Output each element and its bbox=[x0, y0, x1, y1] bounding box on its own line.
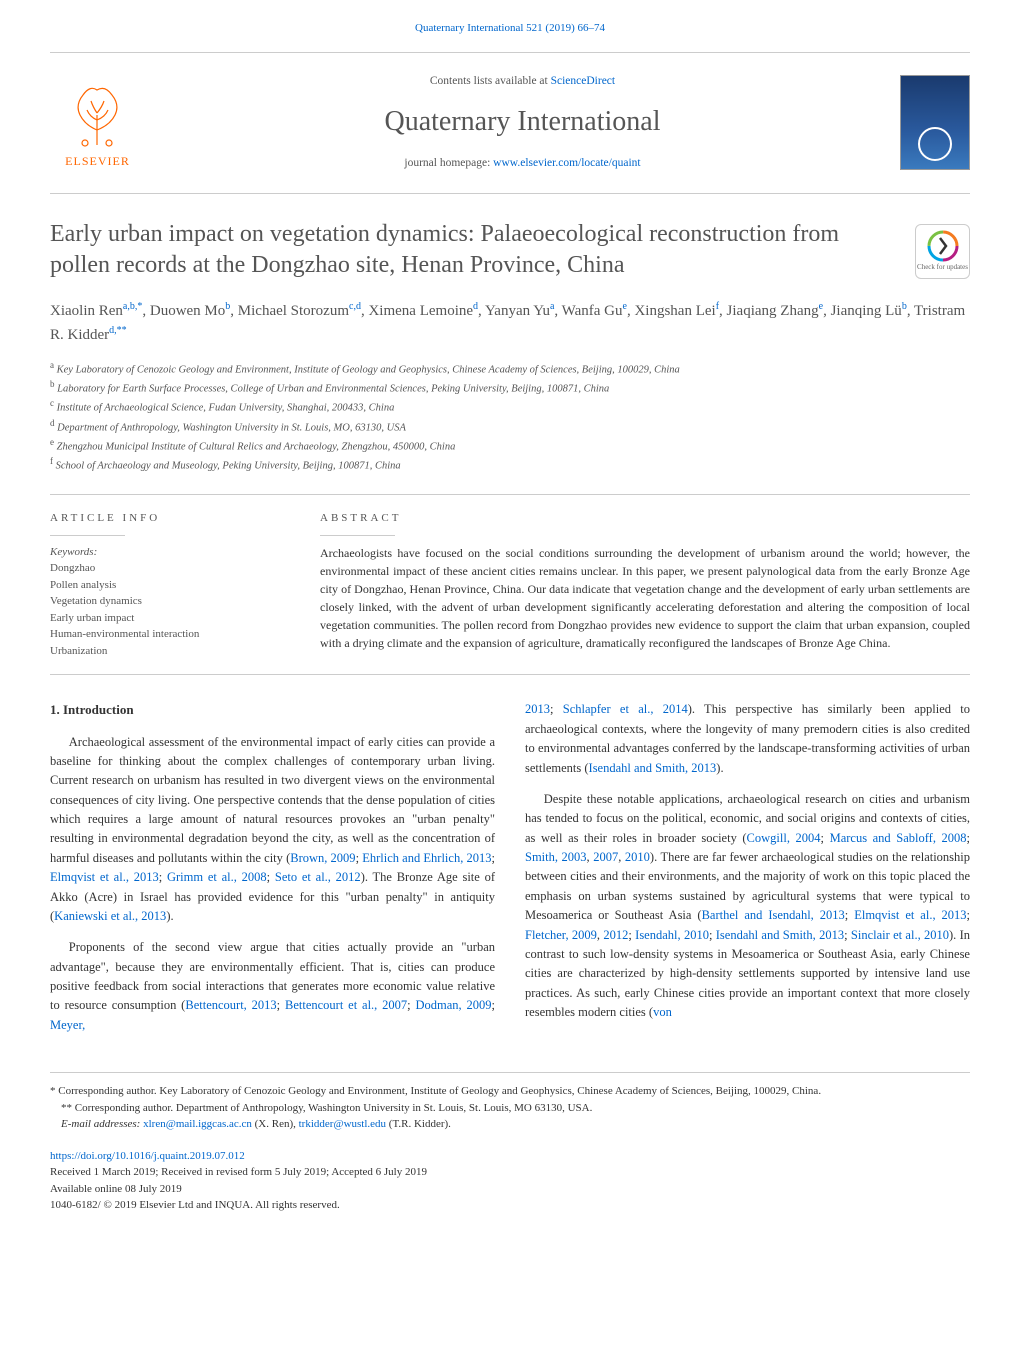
received-dates: Received 1 March 2019; Received in revis… bbox=[50, 1166, 427, 1178]
footer-info: https://doi.org/10.1016/j.quaint.2019.07… bbox=[50, 1148, 970, 1214]
top-citation: Quaternary International 521 (2019) 66–7… bbox=[50, 20, 970, 37]
right-column: 2013; Schlapfer et al., 2014). This pers… bbox=[525, 700, 970, 1047]
affiliations-list: a Key Laboratory of Cenozoic Geology and… bbox=[50, 359, 970, 475]
divider bbox=[320, 535, 395, 536]
article-info-label: ARTICLE INFO bbox=[50, 510, 290, 527]
title-block: Early urban impact on vegetation dynamic… bbox=[50, 219, 970, 475]
authors-list: Xiaolin Rena,b,*, Duowen Mob, Michael St… bbox=[50, 299, 970, 347]
divider bbox=[50, 535, 125, 536]
abstract-column: ABSTRACT Archaeologists have focused on … bbox=[320, 510, 970, 659]
homepage-link[interactable]: www.elsevier.com/locate/quaint bbox=[493, 157, 640, 169]
abstract-label: ABSTRACT bbox=[320, 510, 970, 527]
homepage-line: journal homepage: www.elsevier.com/locat… bbox=[145, 155, 900, 172]
left-column: 1. Introduction Archaeological assessmen… bbox=[50, 700, 495, 1047]
email-link-1[interactable]: xlren@mail.iggcas.ac.cn bbox=[143, 1118, 252, 1130]
contents-line: Contents lists available at ScienceDirec… bbox=[145, 73, 900, 90]
check-updates-badge[interactable]: Check for updates bbox=[915, 224, 970, 279]
corresponding-2: ** Corresponding author. Department of A… bbox=[50, 1100, 970, 1117]
sciencedirect-link[interactable]: ScienceDirect bbox=[551, 75, 616, 87]
copyright-line: 1040-6182/ © 2019 Elsevier Ltd and INQUA… bbox=[50, 1199, 340, 1211]
keywords-label: Keywords: bbox=[50, 544, 290, 561]
article-info-column: ARTICLE INFO Keywords: DongzhaoPollen an… bbox=[50, 510, 290, 659]
doi-link[interactable]: https://doi.org/10.1016/j.quaint.2019.07… bbox=[50, 1150, 245, 1162]
journal-title: Quaternary International bbox=[145, 101, 900, 143]
publisher-logo: ELSEVIER bbox=[50, 68, 145, 178]
corresponding-1: * Corresponding author. Key Laboratory o… bbox=[50, 1083, 970, 1100]
available-date: Available online 08 July 2019 bbox=[50, 1183, 182, 1195]
journal-header: ELSEVIER Contents lists available at Sci… bbox=[50, 52, 970, 194]
article-title: Early urban impact on vegetation dynamic… bbox=[50, 219, 970, 281]
section-heading: 1. Introduction bbox=[50, 700, 495, 720]
header-center: Contents lists available at ScienceDirec… bbox=[145, 73, 900, 172]
journal-cover-thumbnail bbox=[900, 75, 970, 170]
info-abstract-section: ARTICLE INFO Keywords: DongzhaoPollen an… bbox=[50, 494, 970, 675]
body-section: 1. Introduction Archaeological assessmen… bbox=[50, 700, 970, 1047]
crossmark-icon bbox=[927, 230, 959, 262]
email-line: E-mail addresses: xlren@mail.iggcas.ac.c… bbox=[50, 1116, 970, 1133]
footnotes: * Corresponding author. Key Laboratory o… bbox=[50, 1072, 970, 1133]
keywords-list: DongzhaoPollen analysisVegetation dynami… bbox=[50, 560, 290, 659]
check-updates-label: Check for updates bbox=[917, 264, 968, 272]
publisher-name: ELSEVIER bbox=[65, 152, 130, 170]
citation-link[interactable]: Quaternary International 521 (2019) 66–7… bbox=[415, 22, 605, 34]
elsevier-tree-icon bbox=[65, 75, 130, 150]
abstract-text: Archaeologists have focused on the socia… bbox=[320, 544, 970, 652]
email-link-2[interactable]: trkidder@wustl.edu bbox=[299, 1118, 386, 1130]
